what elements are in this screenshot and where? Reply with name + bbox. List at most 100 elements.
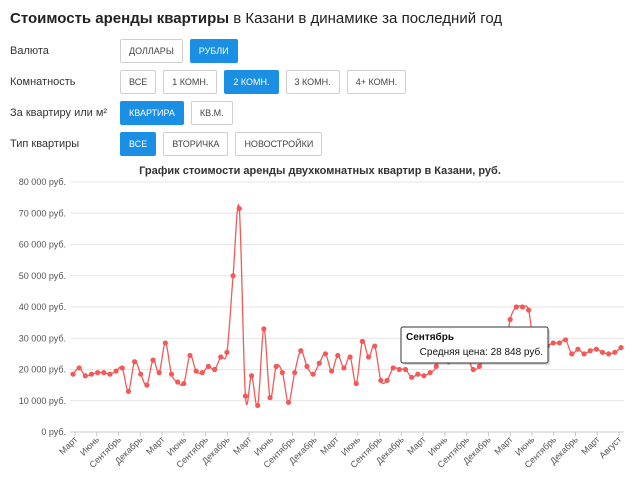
- data-point: [199, 370, 205, 376]
- data-point: [285, 399, 292, 405]
- data-point: [507, 316, 513, 323]
- page-heading: Стоимость аренды квартиры в Казани в дин…: [10, 10, 502, 27]
- data-point: [255, 402, 261, 409]
- data-point: [415, 371, 421, 377]
- data-point: [316, 360, 322, 366]
- data-point: [427, 370, 433, 376]
- y-tick-label: 80 000 руб.: [19, 177, 66, 187]
- data-point: [409, 374, 415, 380]
- data-point: [396, 366, 402, 373]
- data-point: [359, 338, 365, 344]
- data-point: [513, 304, 519, 310]
- y-tick-label: 30 000 руб.: [19, 333, 66, 343]
- x-tick-label: Март: [318, 434, 340, 456]
- y-tick-label: 50 000 руб.: [19, 271, 66, 281]
- y-tick-label: 70 000 руб.: [19, 208, 66, 218]
- data-point: [144, 382, 150, 388]
- filter-option-button[interactable]: ВТОРИЧКА: [163, 132, 229, 156]
- data-point: [267, 395, 273, 401]
- filter-label: Комнатность: [10, 76, 76, 88]
- data-point: [273, 363, 279, 369]
- data-point: [470, 366, 476, 373]
- data-point: [304, 363, 310, 369]
- data-point: [569, 351, 575, 357]
- filter-row: Тип квартиры ВСЕ ВТОРИЧКА НОВОСТРОЙКИ: [10, 131, 329, 157]
- data-point: [378, 377, 384, 384]
- data-point: [550, 340, 556, 346]
- tooltip-box: [400, 326, 549, 364]
- data-point: [329, 368, 335, 374]
- data-point: [519, 304, 526, 310]
- y-tick-label: 0 руб.: [41, 427, 66, 437]
- filter-option-button[interactable]: ВСЕ: [120, 132, 157, 156]
- data-point: [218, 354, 224, 360]
- y-tick-label: 20 000 руб.: [19, 365, 66, 375]
- data-point: [402, 366, 409, 373]
- filter-option-button[interactable]: 4+ КОМН.: [346, 70, 407, 94]
- filter-option-button[interactable]: НОВОСТРОЙКИ: [235, 132, 323, 156]
- data-point: [119, 365, 125, 371]
- data-point: [606, 351, 612, 357]
- price-chart: График стоимости аренды двухкомнатных кв…: [19, 165, 624, 470]
- data-point: [150, 357, 156, 363]
- x-tick-label: Март: [144, 434, 166, 456]
- x-tick-label: Август: [597, 434, 623, 460]
- data-point: [322, 351, 329, 357]
- data-point: [101, 370, 107, 376]
- filter-row: За квартиру или м² КВАРТИРА КВ.М.: [10, 100, 240, 126]
- tooltip-title: Сентябрь: [406, 331, 454, 343]
- data-point: [562, 337, 569, 343]
- data-point: [236, 205, 242, 212]
- data-point: [70, 371, 76, 377]
- filter-option-button[interactable]: 3 КОМН.: [285, 70, 340, 94]
- heading-rest: в Казани в динамике за последний год: [229, 10, 503, 27]
- filter-row: Комнатность ВСЕ 1 КОМН. 2 КОМН. 3 КОМН. 4+ КО…: [10, 69, 413, 95]
- data-point: [248, 373, 255, 379]
- filter-row: Валюта ДОЛЛАРЫ РУБЛИ: [10, 38, 245, 64]
- filter-label: Валюта: [10, 45, 49, 57]
- data-point: [107, 371, 113, 377]
- y-tick-label: 40 000 руб.: [19, 302, 66, 312]
- data-point: [341, 365, 347, 371]
- data-point: [242, 393, 249, 399]
- data-point: [181, 380, 187, 387]
- data-point: [433, 363, 439, 369]
- data-point: [310, 371, 316, 377]
- data-point: [175, 379, 181, 385]
- data-point: [476, 363, 482, 369]
- chart-title: График стоимости аренды двухкомнатных кв…: [139, 165, 501, 177]
- data-point: [612, 349, 618, 355]
- heading-bold: Стоимость аренды квартиры: [10, 10, 230, 27]
- filter-option-button[interactable]: 2 КОМН.: [224, 70, 279, 94]
- data-point: [88, 371, 95, 377]
- data-point: [138, 371, 144, 377]
- filter-option-button[interactable]: ВСЕ: [120, 70, 157, 94]
- filter-option-button[interactable]: КВАРТИРА: [120, 101, 184, 125]
- data-point: [618, 345, 624, 351]
- filter-option-button[interactable]: 1 КОМН.: [163, 70, 218, 94]
- filter-label: За квартиру или м²: [10, 107, 108, 119]
- x-tick-label: Март: [231, 434, 253, 456]
- data-point: [526, 307, 532, 313]
- data-point: [292, 370, 298, 376]
- data-point: [365, 354, 372, 360]
- data-point: [556, 340, 563, 346]
- data-point: [581, 351, 587, 357]
- data-point: [113, 368, 119, 374]
- filter-option-button[interactable]: ДОЛЛАРЫ: [120, 39, 183, 63]
- data-point: [353, 380, 359, 387]
- x-tick-label: Март: [492, 434, 514, 456]
- data-point: [347, 354, 353, 360]
- filter-option-button[interactable]: КВ.М.: [190, 101, 233, 125]
- data-point: [95, 370, 101, 376]
- data-point: [230, 273, 236, 279]
- data-point: [575, 346, 581, 352]
- data-point: [131, 359, 138, 365]
- data-point: [372, 343, 378, 349]
- filter-option-button[interactable]: РУБЛИ: [189, 39, 238, 63]
- y-tick-label: 60 000 руб.: [19, 240, 66, 250]
- data-point: [599, 349, 606, 355]
- data-point: [193, 368, 199, 374]
- data-point: [224, 349, 230, 355]
- data-point: [168, 371, 175, 377]
